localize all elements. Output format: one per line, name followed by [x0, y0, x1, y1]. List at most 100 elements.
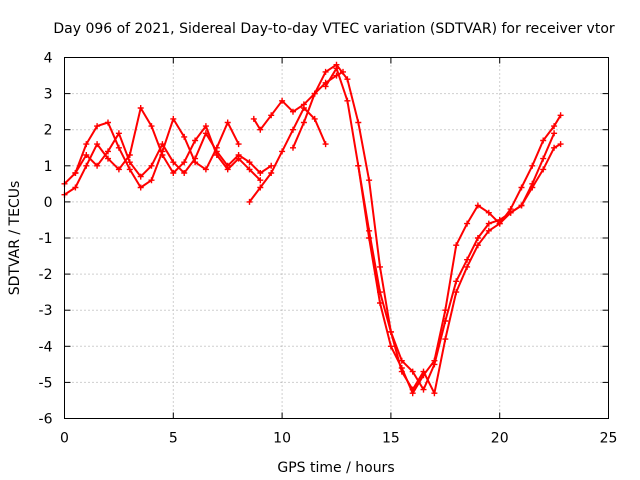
data-point [311, 115, 318, 122]
data-point [268, 162, 275, 169]
y-tick-label: -4 [39, 339, 53, 355]
data-point [290, 126, 296, 133]
data-point [235, 152, 242, 158]
data-point [366, 177, 373, 184]
data-point [496, 220, 503, 227]
data-point [420, 386, 427, 393]
data-point [290, 108, 296, 115]
series-line [248, 107, 327, 203]
data-point [83, 162, 90, 169]
data-point [453, 278, 460, 285]
data-point [409, 386, 416, 393]
data-point [72, 170, 79, 176]
data-point [442, 336, 449, 343]
data-point [485, 209, 492, 216]
data-point [355, 162, 362, 169]
data-point [105, 155, 111, 162]
data-point [322, 83, 329, 90]
data-point [115, 166, 122, 173]
x-tick-label: 20 [491, 431, 509, 447]
data-point [551, 144, 558, 151]
data-point [137, 105, 144, 111]
data-point [181, 133, 188, 140]
data-point [148, 162, 155, 169]
data-point [290, 144, 296, 151]
data-point [246, 198, 253, 205]
data-point [485, 220, 492, 227]
data-point [474, 235, 481, 241]
data-point [202, 123, 209, 130]
data-point [137, 173, 144, 180]
data-point [115, 130, 122, 137]
data-point [529, 162, 536, 169]
data-point [105, 148, 111, 155]
data-point [485, 227, 492, 234]
data-point [322, 68, 329, 75]
x-tick-label: 0 [60, 431, 69, 447]
data-point [420, 368, 427, 375]
x-tick-label: 15 [382, 431, 400, 447]
data-point [181, 159, 188, 166]
data-point [464, 256, 471, 263]
data-point [366, 227, 373, 234]
y-axis-label: SDTVAR / TECUs [7, 181, 23, 296]
data-point [213, 148, 220, 155]
data-point [387, 343, 394, 350]
data-point [557, 112, 564, 119]
data-point [540, 166, 547, 173]
data-point [453, 242, 460, 249]
data-point [83, 152, 90, 158]
x-tick-label: 10 [273, 431, 291, 447]
grid-layer [64, 57, 609, 419]
data-point [170, 115, 177, 122]
data-point [300, 119, 307, 126]
data-point [453, 289, 460, 296]
data-point [507, 209, 514, 216]
data-point [170, 159, 177, 166]
data-point [540, 137, 547, 144]
data-point [257, 184, 264, 191]
y-tick-label: -1 [39, 231, 53, 247]
data-point [344, 97, 351, 104]
y-tick-label: 1 [44, 159, 53, 175]
data-point [268, 170, 275, 176]
data-point [159, 152, 166, 158]
data-point [464, 220, 471, 227]
data-point [344, 76, 351, 83]
data-point [192, 137, 199, 144]
data-point [83, 141, 90, 148]
data-point [268, 112, 275, 119]
y-tick-label: -5 [39, 375, 53, 391]
data-point [224, 162, 231, 169]
data-point [94, 141, 101, 148]
x-tick-label: 25 [600, 431, 618, 447]
data-point [181, 170, 188, 176]
data-point [464, 263, 471, 270]
data-point [322, 141, 329, 148]
y-tick-label: 2 [44, 123, 53, 139]
data-layer [61, 61, 564, 397]
data-point [148, 177, 155, 184]
data-point [250, 115, 257, 122]
data-point [551, 130, 558, 137]
data-point [474, 242, 481, 249]
data-point [529, 180, 536, 187]
data-point [126, 166, 133, 173]
data-point [431, 357, 438, 364]
data-point [557, 141, 564, 148]
data-point [279, 148, 286, 155]
data-point [94, 162, 101, 169]
data-point [257, 170, 264, 176]
data-point [202, 166, 209, 173]
data-point [159, 141, 166, 148]
data-point [551, 123, 558, 130]
data-point [377, 289, 383, 296]
data-point [115, 144, 122, 151]
data-point [235, 141, 242, 148]
data-point [409, 368, 416, 375]
y-tick-label: 3 [44, 87, 53, 103]
y-tick-label: 4 [44, 51, 53, 67]
data-point [72, 184, 79, 191]
data-point [246, 159, 253, 166]
